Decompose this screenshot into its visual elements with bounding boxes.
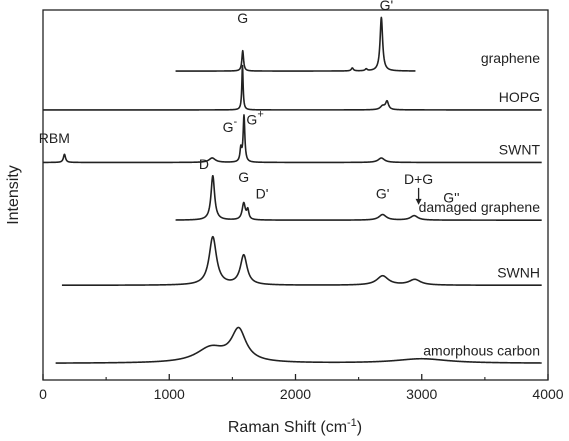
spectrum-graphene — [175, 16, 416, 72]
x-axis-title: Raman Shift (cm-1) — [228, 417, 362, 436]
series-label-amorphous-carbon: amorphous carbon — [423, 342, 540, 358]
spectrum-damaged-graphene — [175, 175, 543, 221]
series-label-HOPG: HOPG — [499, 89, 540, 105]
peak-label-8: G' — [376, 186, 390, 202]
peak-label-9: D+G — [404, 171, 433, 187]
peak-label-1: G' — [380, 0, 394, 13]
plot-frame — [42, 9, 549, 381]
peak-annotations: G G' RBM G- G+ D G D' G' D+G G'' — [39, 0, 460, 205]
x-axis-title-main: Raman Shift (cm — [228, 419, 347, 436]
spectra-curves — [42, 16, 543, 364]
peak-label-4: G+ — [246, 109, 263, 128]
x-tick-label-3000: 3000 — [406, 386, 437, 402]
x-tick-label-0: 0 — [39, 386, 47, 402]
x-tick-label-2000: 2000 — [280, 386, 311, 402]
spectrum-HOPG — [42, 64, 543, 111]
series-label-SWNH: SWNH — [497, 264, 540, 280]
spectrum-amorphous-carbon — [55, 326, 543, 364]
x-axis-title-sup: -1 — [347, 417, 357, 429]
series-labels: graphene HOPG SWNT damaged graphene SWNH amor… — [419, 50, 541, 358]
peak-label-3: G- — [223, 116, 238, 135]
peak-label-10: G'' — [443, 189, 459, 205]
spectrum-SWNT — [42, 114, 543, 164]
series-label-damaged-graphene: damaged graphene — [419, 199, 541, 215]
x-tick-label-4000: 4000 — [532, 386, 563, 402]
series-label-graphene: graphene — [481, 50, 540, 66]
peak-label-7: D' — [256, 186, 269, 202]
spectrum-SWNH — [61, 235, 543, 287]
x-axis-title-end: ) — [357, 419, 362, 436]
peak-label-6: G — [238, 169, 249, 185]
y-axis-title: Intensity — [5, 165, 22, 225]
peak-label-5: D — [199, 156, 209, 172]
series-label-SWNT: SWNT — [499, 141, 541, 157]
peak-label-2: RBM — [39, 130, 70, 146]
x-tick-label-1000: 1000 — [154, 386, 185, 402]
peak-label-0: G — [237, 10, 248, 26]
x-axis: 0 1000 2000 3000 4000 — [39, 374, 564, 402]
d-plus-g-arrowhead — [415, 198, 422, 205]
